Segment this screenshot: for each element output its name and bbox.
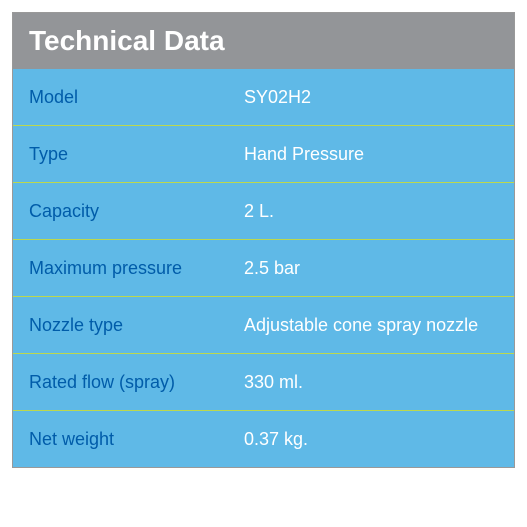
spec-label: Nozzle type [29, 315, 244, 336]
spec-label: Rated flow (spray) [29, 372, 244, 393]
spec-label: Capacity [29, 201, 244, 222]
card-header: Technical Data [13, 13, 514, 69]
spec-card: Technical Data Model SY02H2 Type Hand Pr… [12, 12, 515, 468]
spec-value: 2 L. [244, 201, 498, 222]
table-row: Capacity 2 L. [13, 183, 514, 240]
spec-label: Model [29, 87, 244, 108]
spec-label: Net weight [29, 429, 244, 450]
spec-value: 0.37 kg. [244, 429, 498, 450]
card-title: Technical Data [29, 25, 498, 57]
spec-value: SY02H2 [244, 87, 498, 108]
spec-value: Adjustable cone spray nozzle [244, 315, 498, 336]
table-row: Type Hand Pressure [13, 126, 514, 183]
table-row: Nozzle type Adjustable cone spray nozzle [13, 297, 514, 354]
table-row: Net weight 0.37 kg. [13, 411, 514, 467]
table-row: Model SY02H2 [13, 69, 514, 126]
spec-table: Model SY02H2 Type Hand Pressure Capacity… [13, 69, 514, 467]
spec-value: 2.5 bar [244, 258, 498, 279]
table-row: Maximum pressure 2.5 bar [13, 240, 514, 297]
spec-value: 330 ml. [244, 372, 498, 393]
spec-label: Type [29, 144, 244, 165]
spec-label: Maximum pressure [29, 258, 244, 279]
table-row: Rated flow (spray) 330 ml. [13, 354, 514, 411]
spec-value: Hand Pressure [244, 144, 498, 165]
